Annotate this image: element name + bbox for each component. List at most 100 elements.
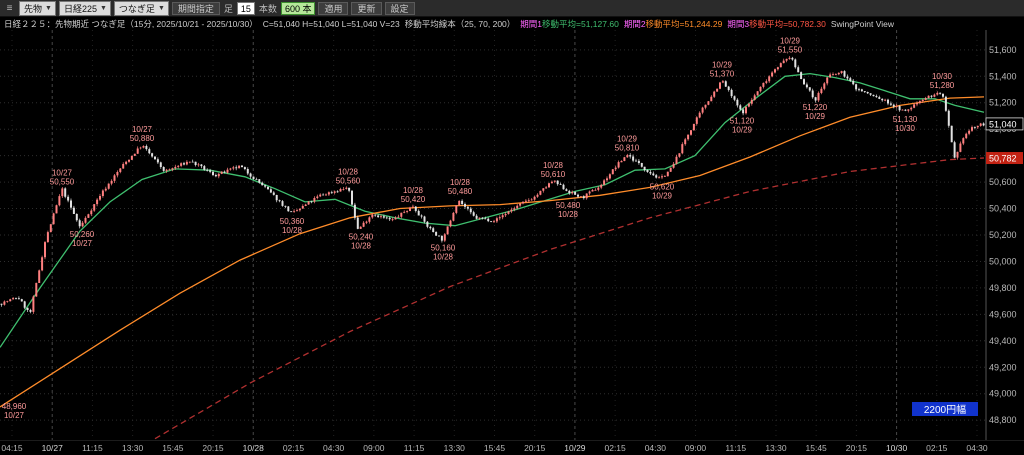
update-button[interactable]: 更新 [351, 1, 382, 15]
x-axis-date-label: 10/29 [564, 443, 586, 453]
x-axis-time-label: 13:30 [121, 443, 144, 453]
symbol-select-label: 日経225 [63, 3, 97, 14]
candlestick-layer [0, 56, 985, 314]
ma-period-label: 期間3 [727, 18, 750, 29]
x-axis-date-label: 10/28 [242, 443, 264, 453]
x-axis-time-label: 13:30 [765, 443, 787, 453]
current-price-label: 51,040 [989, 119, 1017, 129]
ma-line-ma70 [0, 96, 985, 408]
swing-line2: 51,550 [778, 45, 803, 54]
x-axis-time-label: 04:30 [966, 443, 988, 453]
menu-icon[interactable]: ≡ [6, 2, 13, 14]
ohlcv-readout: C=51,040 H=51,040 L=51,040 V=23 [262, 18, 400, 29]
interval-input[interactable]: 15 [236, 1, 255, 15]
period-button[interactable]: 期間指定 [171, 1, 220, 15]
x-axis-time-label: 11:15 [82, 443, 103, 453]
symbol-title: 日経２２５：先物期近 つなぎ足（15分, 2025/10/21 - 2025/1… [4, 18, 258, 29]
x-axis-date-label: 10/27 [41, 443, 63, 453]
x-axis-time-label: 20:15 [524, 443, 546, 453]
x-axis-time-label: 15:45 [162, 443, 184, 453]
swing-line1: 10/29 [780, 36, 801, 45]
current-price-box [985, 117, 1024, 131]
bars-input[interactable]: 600 本 [280, 1, 316, 15]
price-axis-label: 50,600 [989, 177, 1017, 187]
range-badge [912, 402, 978, 416]
chart-area: 48,960 10/27 10/27 50,550 50,260 10/27 10/27 50… [0, 30, 1024, 440]
swing-line2: 51,370 [710, 69, 735, 78]
apply-button[interactable]: 適用 [318, 1, 349, 15]
x-axis-time-label: 04:30 [644, 443, 666, 453]
swing-line2: 10/30 [895, 124, 916, 133]
ma-period-label: 期間1 [520, 18, 543, 29]
swing-line1: 50,480 [556, 201, 581, 210]
swing-line2: 10/29 [732, 125, 753, 134]
x-axis-time-label: 09:00 [684, 443, 707, 453]
price-axis-label: 50,400 [989, 204, 1017, 214]
x-axis-time-label: 15:45 [483, 443, 506, 453]
x-axis-time-label: 02:15 [604, 443, 626, 453]
chart-type-select[interactable]: つなぎ足 ▼ [113, 0, 169, 16]
price-axis: 51,60051,40051,20051,00050,80050,60050,4… [985, 30, 1024, 440]
swing-line1: 50,260 [70, 230, 95, 239]
range-badge-label: 2200円幅 [924, 403, 966, 416]
interval-label: 足 [223, 3, 233, 14]
swing-line2: 10/29 [652, 191, 673, 200]
x-axis-time-label: 11:15 [403, 443, 425, 453]
ma-legend-item-2: 期間2移動平均=51,244.29 [624, 18, 723, 30]
x-axis-time-label: 02:15 [282, 443, 305, 453]
price-axis-label: 49,800 [989, 283, 1017, 293]
settings-button[interactable]: 設定 [384, 1, 415, 15]
swing-line1: 10/28 [403, 186, 424, 195]
x-axis-time-label: 04:30 [323, 443, 345, 453]
toolbar: ≡ 先物 ▼ 日経225 ▼ つなぎ足 ▼ 期間指定足 15 本数 600 本適用 更新 設定 [0, 0, 1024, 17]
ma3-price-box [986, 152, 1023, 165]
category-select[interactable]: 先物 ▼ [19, 0, 56, 16]
ma-settings-label: 移動平均線本（25, 70, 200） [404, 18, 516, 29]
chevron-down-icon: ▼ [157, 4, 165, 12]
ma-line-ma200 [154, 157, 985, 440]
x-axis-time-label: 04:15 [1, 443, 23, 453]
ma-period-label: 期間2 [623, 18, 646, 29]
down-candle-bodies [0, 57, 985, 312]
swing-line2: 50,550 [50, 178, 75, 187]
x-axis-time-label: 15:45 [805, 443, 827, 453]
price-axis-label: 49,000 [989, 389, 1017, 399]
price-axis-label: 51,200 [989, 98, 1017, 108]
swing-line1: 10/30 [932, 72, 953, 81]
price-axis-label: 51,400 [989, 71, 1017, 81]
swing-line1: 10/29 [617, 134, 638, 143]
swing-line2: 50,810 [615, 143, 640, 152]
ma-legend-item-3: 期間3移動平均=50,782.30 [727, 18, 826, 30]
swing-line1: 51,220 [803, 103, 828, 112]
swing-line1: 51,120 [730, 116, 755, 125]
swing-line1: 50,620 [650, 182, 675, 191]
price-axis-label: 49,600 [989, 309, 1017, 319]
toolbar-items: 先物 ▼ 日経225 ▼ つなぎ足 ▼ 期間指定足 15 本数 600 本適用 更新 設定 [19, 0, 415, 16]
chevron-down-icon: ▼ [45, 4, 52, 12]
chart-legend: 日経２２５：先物期近 つなぎ足（15分, 2025/10/21 - 2025/1… [0, 17, 1024, 30]
swing-line2: 10/27 [72, 239, 93, 248]
ma-legend-item-1: 期間1移動平均=51,127.60 [520, 18, 619, 30]
price-axis-label: 50,200 [989, 230, 1017, 240]
swing-line2: 10/29 [805, 112, 826, 121]
swing-line2: 50,880 [130, 134, 155, 143]
symbol-select[interactable]: 日経225 ▼ [58, 0, 111, 16]
moving-average-layer [0, 72, 985, 440]
ma-value-label: 移動平均=51,127.60 [542, 18, 619, 29]
swing-line1: 48,960 [2, 402, 27, 411]
price-axis-label: 49,400 [989, 336, 1017, 346]
swing-line2: 50,480 [448, 187, 473, 196]
